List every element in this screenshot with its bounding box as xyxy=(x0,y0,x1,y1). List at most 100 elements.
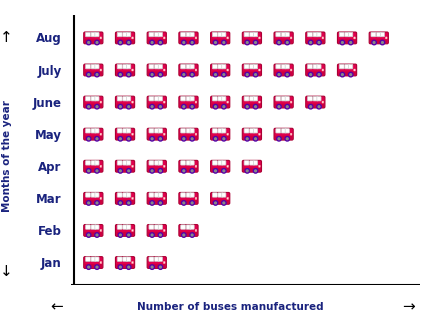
Circle shape xyxy=(276,72,280,77)
FancyBboxPatch shape xyxy=(154,257,159,261)
Circle shape xyxy=(277,41,279,43)
Circle shape xyxy=(128,41,129,43)
Circle shape xyxy=(348,40,352,45)
Circle shape xyxy=(151,266,153,268)
Circle shape xyxy=(150,233,154,237)
FancyBboxPatch shape xyxy=(243,71,260,75)
FancyBboxPatch shape xyxy=(368,32,388,44)
Circle shape xyxy=(128,106,129,108)
FancyBboxPatch shape xyxy=(195,37,196,39)
FancyBboxPatch shape xyxy=(148,71,165,75)
Text: Months of the year: Months of the year xyxy=(2,100,11,212)
FancyBboxPatch shape xyxy=(275,96,280,101)
Circle shape xyxy=(286,106,287,108)
Circle shape xyxy=(86,265,91,269)
FancyBboxPatch shape xyxy=(289,133,291,135)
Circle shape xyxy=(221,137,226,141)
Circle shape xyxy=(223,106,224,108)
FancyBboxPatch shape xyxy=(242,128,261,140)
FancyBboxPatch shape xyxy=(116,264,133,268)
Circle shape xyxy=(214,41,216,43)
FancyBboxPatch shape xyxy=(275,129,280,133)
FancyBboxPatch shape xyxy=(281,96,286,101)
FancyBboxPatch shape xyxy=(227,133,228,135)
FancyBboxPatch shape xyxy=(85,129,90,133)
FancyBboxPatch shape xyxy=(344,32,349,37)
FancyBboxPatch shape xyxy=(190,161,194,165)
FancyBboxPatch shape xyxy=(154,32,159,37)
Circle shape xyxy=(96,202,98,204)
Circle shape xyxy=(181,201,186,205)
Circle shape xyxy=(183,170,184,172)
FancyBboxPatch shape xyxy=(210,64,229,76)
FancyBboxPatch shape xyxy=(100,37,102,39)
FancyBboxPatch shape xyxy=(243,104,260,107)
FancyBboxPatch shape xyxy=(122,96,127,101)
FancyBboxPatch shape xyxy=(83,64,103,76)
FancyBboxPatch shape xyxy=(195,229,196,232)
Circle shape xyxy=(183,234,184,236)
FancyBboxPatch shape xyxy=(190,129,194,133)
Circle shape xyxy=(183,106,184,108)
FancyBboxPatch shape xyxy=(163,165,164,167)
FancyBboxPatch shape xyxy=(85,136,102,139)
Circle shape xyxy=(158,265,162,269)
Circle shape xyxy=(88,234,89,236)
Circle shape xyxy=(119,170,121,172)
FancyBboxPatch shape xyxy=(83,32,103,44)
FancyBboxPatch shape xyxy=(100,229,102,232)
Circle shape xyxy=(317,74,319,76)
FancyBboxPatch shape xyxy=(148,39,165,43)
Circle shape xyxy=(151,202,153,204)
Circle shape xyxy=(95,72,99,77)
FancyBboxPatch shape xyxy=(154,161,159,165)
Circle shape xyxy=(277,138,279,140)
Circle shape xyxy=(379,40,384,45)
FancyBboxPatch shape xyxy=(180,161,185,165)
Circle shape xyxy=(181,40,186,45)
Circle shape xyxy=(213,72,217,77)
FancyBboxPatch shape xyxy=(179,71,197,75)
FancyBboxPatch shape xyxy=(348,64,352,69)
Text: ←: ← xyxy=(50,300,63,312)
FancyBboxPatch shape xyxy=(274,104,292,107)
FancyBboxPatch shape xyxy=(190,32,194,37)
FancyBboxPatch shape xyxy=(243,161,249,165)
Circle shape xyxy=(86,137,91,141)
Circle shape xyxy=(254,170,256,172)
Circle shape xyxy=(96,170,98,172)
FancyBboxPatch shape xyxy=(312,96,317,101)
Circle shape xyxy=(95,105,99,109)
Circle shape xyxy=(284,40,289,45)
FancyBboxPatch shape xyxy=(126,32,131,37)
FancyBboxPatch shape xyxy=(178,128,197,140)
FancyBboxPatch shape xyxy=(306,104,323,107)
Circle shape xyxy=(119,266,121,268)
Circle shape xyxy=(95,233,99,237)
Circle shape xyxy=(341,74,342,76)
Circle shape xyxy=(214,106,216,108)
Circle shape xyxy=(88,138,89,140)
Circle shape xyxy=(308,105,312,109)
FancyBboxPatch shape xyxy=(178,225,197,236)
FancyBboxPatch shape xyxy=(273,128,293,140)
FancyBboxPatch shape xyxy=(289,101,291,103)
FancyBboxPatch shape xyxy=(115,225,135,236)
Circle shape xyxy=(126,105,131,109)
FancyBboxPatch shape xyxy=(117,193,122,197)
FancyBboxPatch shape xyxy=(285,64,289,69)
FancyBboxPatch shape xyxy=(307,64,312,69)
FancyBboxPatch shape xyxy=(249,161,254,165)
Circle shape xyxy=(254,138,256,140)
Circle shape xyxy=(95,265,99,269)
Circle shape xyxy=(214,138,216,140)
Circle shape xyxy=(276,105,280,109)
Circle shape xyxy=(88,106,89,108)
FancyBboxPatch shape xyxy=(147,257,166,268)
Text: ↑: ↑ xyxy=(0,30,13,45)
Circle shape xyxy=(95,201,99,205)
Circle shape xyxy=(158,40,162,45)
FancyBboxPatch shape xyxy=(180,96,185,101)
FancyBboxPatch shape xyxy=(117,257,122,261)
FancyBboxPatch shape xyxy=(95,32,99,37)
